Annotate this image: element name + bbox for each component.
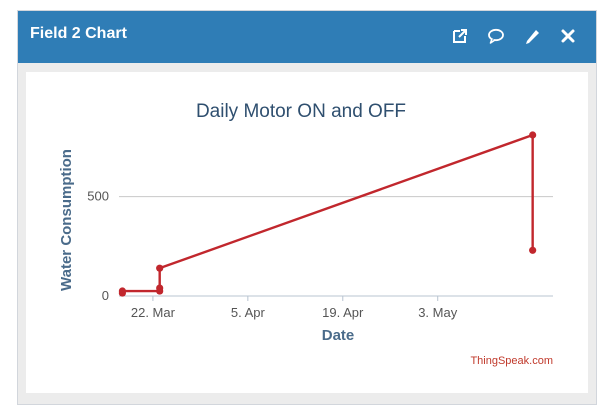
widget-header: Field 2 Chart (18, 11, 596, 63)
pencil-icon[interactable] (514, 23, 550, 49)
widget-title: Field 2 Chart (30, 25, 127, 42)
close-icon[interactable] (550, 23, 586, 49)
chart-panel: Daily Motor ON and OFF 0 500 22. Mar 5. Apr… (26, 72, 588, 393)
series-line (121, 133, 534, 294)
chart-title: Daily Motor ON and OFF (196, 101, 406, 122)
data-point (529, 131, 537, 139)
x-tick-label: 3. May (418, 305, 458, 320)
line-chart: Daily Motor ON and OFF 0 500 22. Mar 5. Apr… (58, 101, 553, 367)
data-point (118, 287, 126, 295)
y-tick-label: 500 (87, 189, 109, 204)
y-axis-title: Water Consumption (58, 149, 75, 291)
thingspeak-credit[interactable]: ThingSpeak.com (470, 355, 553, 367)
x-tick-label: 22. Mar (131, 305, 176, 320)
x-tick-label: 5. Apr (231, 305, 266, 320)
axes: 0 500 22. Mar 5. Apr 19. Apr 3. May (87, 189, 553, 320)
comment-icon[interactable] (478, 23, 514, 49)
data-point (156, 264, 164, 272)
external-link-icon[interactable] (442, 23, 478, 49)
chart-widget: Field 2 Chart (17, 10, 597, 405)
data-point (156, 284, 164, 292)
y-tick-label: 0 (102, 288, 109, 303)
widget-toolbar (442, 23, 586, 49)
x-axis-title: Date (322, 327, 355, 344)
x-tick-label: 19. Apr (322, 305, 364, 320)
data-point (529, 246, 537, 254)
series (118, 131, 537, 297)
